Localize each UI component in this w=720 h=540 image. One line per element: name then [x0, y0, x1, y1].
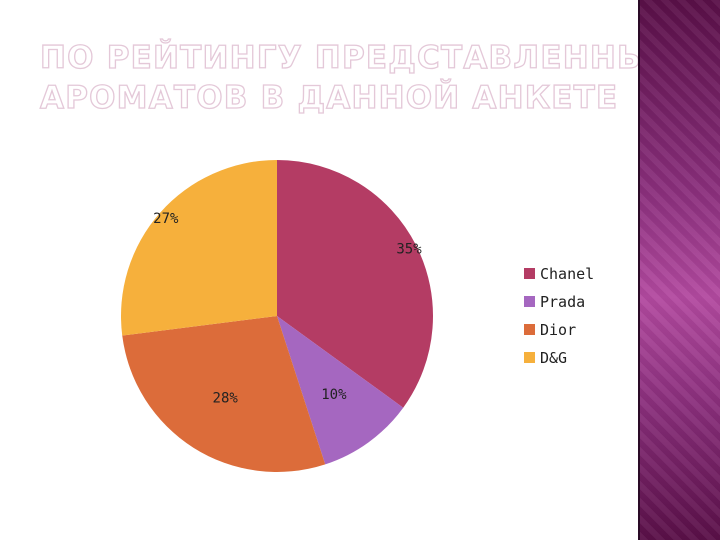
data-label-chanel: 35%	[396, 242, 422, 258]
data-label-dior: 28%	[213, 391, 239, 407]
side-panel-divider	[638, 0, 640, 540]
legend-swatch-prada	[524, 296, 535, 307]
legend-label-chanel: Chanel	[540, 265, 594, 283]
pie-slice-dior	[122, 316, 326, 472]
data-label-prada: 10%	[321, 387, 347, 403]
data-label-d-g: 27%	[153, 211, 179, 227]
pie-slice-labels: 35% 10% 28% 27%	[153, 211, 422, 407]
slide-title-line-2: АРОМАТОВ В ДАННОЙ АНКЕТЕ	[39, 79, 619, 116]
legend-swatch-chanel	[524, 268, 535, 279]
chart-legend: Chanel Prada Dior D&G	[524, 265, 594, 367]
slide-title-line-1: ПО РЕЙТИНГУ ПРЕДСТАВЛЕННЫХ	[39, 39, 676, 76]
pie-slices	[121, 160, 434, 472]
pie-chart: 35% 10% 28% 27% Chanel Prada Dior D&G	[121, 160, 594, 472]
legend-label-prada: Prada	[540, 293, 585, 311]
pie-slice-prada	[277, 316, 404, 465]
legend-label-d-g: D&G	[540, 349, 567, 367]
pie-slice-chanel	[277, 160, 434, 408]
legend-label-dior: Dior	[540, 321, 576, 339]
legend-swatch-d-g	[524, 352, 535, 363]
legend-swatch-dior	[524, 324, 535, 335]
pie-slice-d-g	[121, 160, 277, 336]
decorative-side-panel	[640, 0, 720, 540]
